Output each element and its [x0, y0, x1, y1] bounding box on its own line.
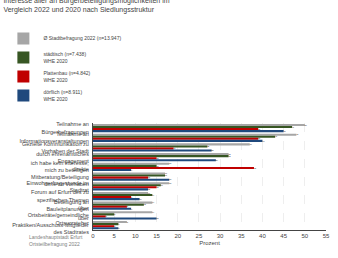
svg-text:15: 15 [157, 186, 159, 188]
svg-text:29: 29 [216, 159, 218, 161]
svg-text:3: 3 [106, 215, 107, 217]
svg-text:15: 15 [157, 217, 159, 219]
svg-text:15: 15 [157, 165, 159, 167]
svg-text:5: 5 [114, 213, 115, 215]
svg-text:Landeshauptstadt ErfurtOrtstei: Landeshauptstadt ErfurtOrtsteilbefragung… [29, 234, 83, 247]
svg-text:Ø Stadtbefragung 2022 (n=13.94: Ø Stadtbefragung 2022 (n=13.947) [43, 35, 121, 41]
svg-text:5: 5 [114, 225, 115, 227]
svg-text:14: 14 [152, 194, 154, 196]
svg-text:10: 10 [132, 233, 139, 239]
svg-text:5: 5 [113, 233, 117, 239]
svg-text:17: 17 [165, 174, 167, 176]
svg-text:dörflich (n=8.911)WHE 2020: dörflich (n=8.911)WHE 2020 [43, 89, 82, 102]
svg-text:9: 9 [131, 196, 132, 198]
svg-text:37: 37 [250, 143, 252, 145]
svg-text:55: 55 [323, 233, 330, 239]
svg-text:13: 13 [148, 176, 150, 178]
svg-text:Einwohnerfragestunde imStadtra: Einwohnerfragestunde imStadtrat [27, 180, 90, 193]
svg-text:Forum auf Erfurt des zuspezifi: Forum auf Erfurt des zuspezifischen Them… [31, 189, 89, 202]
svg-text:8: 8 [127, 221, 128, 223]
svg-text:39: 39 [258, 128, 260, 130]
svg-text:18: 18 [169, 182, 171, 184]
svg-text:18: 18 [169, 162, 171, 164]
svg-text:Prozent: Prozent [199, 240, 220, 246]
svg-text:11: 11 [140, 198, 142, 200]
svg-text:19: 19 [173, 147, 175, 149]
svg-text:Plattenbau (n=4.842)WHE 2020: Plattenbau (n=4.842)WHE 2020 [43, 70, 90, 83]
svg-text:Gezielte Kommunikation zuVorha: Gezielte Kommunikation zuVorhaben der St… [22, 141, 89, 154]
svg-text:27: 27 [207, 145, 209, 147]
svg-text:direkteMitberatung/Beteiligung: direkteMitberatung/Beteiligungdirne zu V… [31, 166, 89, 186]
svg-text:städtisch (n=7.438)WHE 2020: städtisch (n=7.438)WHE 2020 [43, 51, 86, 64]
svg-text:48: 48 [296, 133, 298, 135]
svg-text:32: 32 [229, 153, 231, 155]
svg-text:47: 47 [292, 126, 294, 128]
svg-text:12: 12 [144, 203, 146, 205]
svg-text:Teilnahme anBürgerbefragungen: Teilnahme anBürgerbefragungen [41, 121, 88, 134]
svg-text:9: 9 [131, 208, 132, 210]
svg-text:Interesse aller an Bürgerbetei: Interesse aller an Bürgerbeteiligungsmög… [3, 0, 169, 14]
svg-text:32: 32 [229, 155, 231, 157]
svg-text:43: 43 [275, 135, 277, 137]
svg-text:6: 6 [118, 227, 119, 229]
svg-text:40: 40 [259, 233, 266, 239]
svg-text:28: 28 [212, 149, 214, 151]
svg-text:durch ehrenamtlichesEngagement: durch ehrenamtlichesEngagement [36, 151, 89, 164]
svg-text:ich habe kein Interesse,mich z: ich habe kein Interesse,mich zu beteilig… [31, 160, 90, 173]
svg-text:50: 50 [305, 124, 307, 126]
svg-text:6: 6 [118, 223, 119, 225]
svg-text:14: 14 [152, 201, 154, 203]
svg-text:17: 17 [165, 172, 167, 174]
svg-text:0: 0 [91, 233, 95, 239]
svg-text:13: 13 [148, 192, 150, 194]
svg-text:18: 18 [169, 178, 171, 180]
svg-text:20: 20 [174, 233, 181, 239]
svg-text:9: 9 [131, 169, 132, 171]
svg-text:30: 30 [217, 233, 224, 239]
svg-text:16: 16 [161, 184, 163, 186]
svg-text:Teilnahme anInformationsverans: Teilnahme anInformationsveranstaltungen [19, 131, 88, 144]
svg-text:25: 25 [196, 233, 203, 239]
svg-text:8: 8 [127, 205, 128, 207]
svg-text:15: 15 [157, 157, 159, 159]
svg-text:45: 45 [280, 233, 287, 239]
svg-text:überPraktiken/Ausschuss-Mitgli: überPraktiken/Ausschuss-Mitgliederdes St… [12, 215, 89, 235]
svg-text:40: 40 [262, 140, 264, 142]
svg-text:50: 50 [301, 233, 308, 239]
svg-text:Beteiligung anBauleitplanungen: Beteiligung anBauleitplanungen [46, 199, 89, 212]
svg-text:39: 39 [258, 137, 260, 139]
svg-text:14: 14 [152, 211, 154, 213]
svg-text:38: 38 [254, 167, 256, 169]
svg-text:überOrtsbeiräte/gemeindlicheOr: überOrtsbeiräte/gemeindlicheOrtsvorstehe… [28, 205, 89, 225]
svg-text:13: 13 [148, 188, 150, 190]
svg-text:35: 35 [238, 233, 245, 239]
svg-text:15: 15 [153, 233, 160, 239]
svg-text:45: 45 [284, 130, 286, 132]
